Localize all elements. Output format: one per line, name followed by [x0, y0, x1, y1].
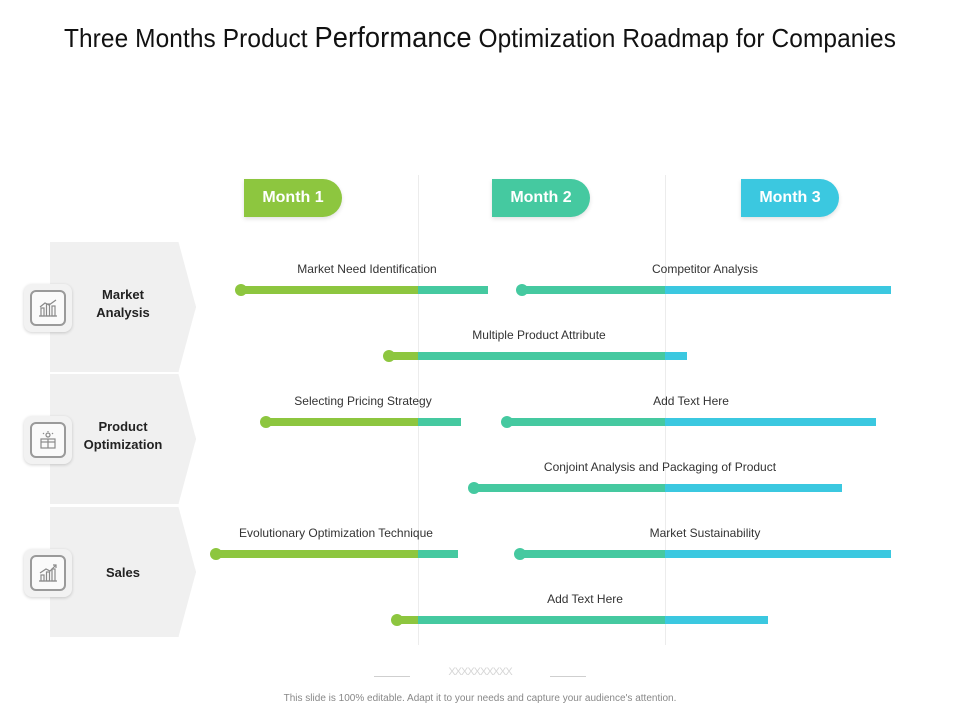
- row-label-line-2: Analysis: [96, 305, 150, 320]
- footer-line-left: [374, 676, 410, 677]
- title-emphasis: Performance: [314, 22, 472, 54]
- task-label: Market Need Identification: [297, 262, 437, 276]
- row-panel-sales: [50, 507, 196, 637]
- footer-line-right: [550, 676, 586, 677]
- task-bar: [260, 416, 461, 428]
- task-label: Multiple Product Attribute: [472, 328, 606, 342]
- task-label: Conjoint Analysis and Packaging of Produ…: [543, 460, 777, 474]
- month-3-header: Month 3: [741, 179, 839, 217]
- month-1-header: Month 1: [244, 179, 342, 217]
- bar-chart-icon: [24, 284, 72, 332]
- task-label: Selecting Pricing Strategy: [294, 394, 432, 408]
- task-label: Competitor Analysis: [651, 262, 759, 276]
- row-panel-market-analysis: [50, 242, 196, 372]
- row-label-line-1: Market: [102, 287, 144, 302]
- row-label-sales: Sales: [58, 564, 188, 582]
- row-label-line-1: Product: [98, 419, 148, 434]
- footer-note: This slide is 100% editable. Adapt it to…: [283, 693, 677, 704]
- month-divider-1: [418, 175, 419, 645]
- row-label-market-analysis: Market Analysis: [58, 286, 188, 322]
- month-2-header: Month 2: [492, 179, 590, 217]
- task-label: Evolutionary Optimization Technique: [239, 526, 433, 540]
- footer-decoration: XXXXXXXXXX: [448, 666, 512, 678]
- task-bar: [391, 614, 768, 626]
- task-label: Add Text Here: [547, 592, 623, 606]
- task-bar: [468, 482, 842, 494]
- month-divider-2: [665, 175, 666, 645]
- gift-box-icon: [24, 416, 72, 464]
- task-bar: [235, 284, 488, 296]
- slide-title: Three Months Product Performance Optimiz…: [29, 22, 931, 55]
- row-label-line-2: Optimization: [83, 437, 163, 452]
- task-bar: [383, 350, 687, 362]
- task-bar: [516, 284, 891, 296]
- growth-chart-icon: [24, 549, 72, 597]
- title-part-2: Optimization Roadmap for Companies: [471, 23, 897, 53]
- row-label-line-1: Sales: [106, 565, 140, 580]
- row-label-product-optimization: Product Optimization: [58, 418, 188, 454]
- task-bar: [501, 416, 876, 428]
- task-bar: [210, 548, 458, 560]
- title-part-1: Three Months Product: [63, 23, 315, 53]
- task-bar: [514, 548, 891, 560]
- row-panel-product-optimization: [50, 374, 196, 504]
- task-label: Market Sustainability: [649, 526, 761, 540]
- task-label: Add Text Here: [653, 394, 729, 408]
